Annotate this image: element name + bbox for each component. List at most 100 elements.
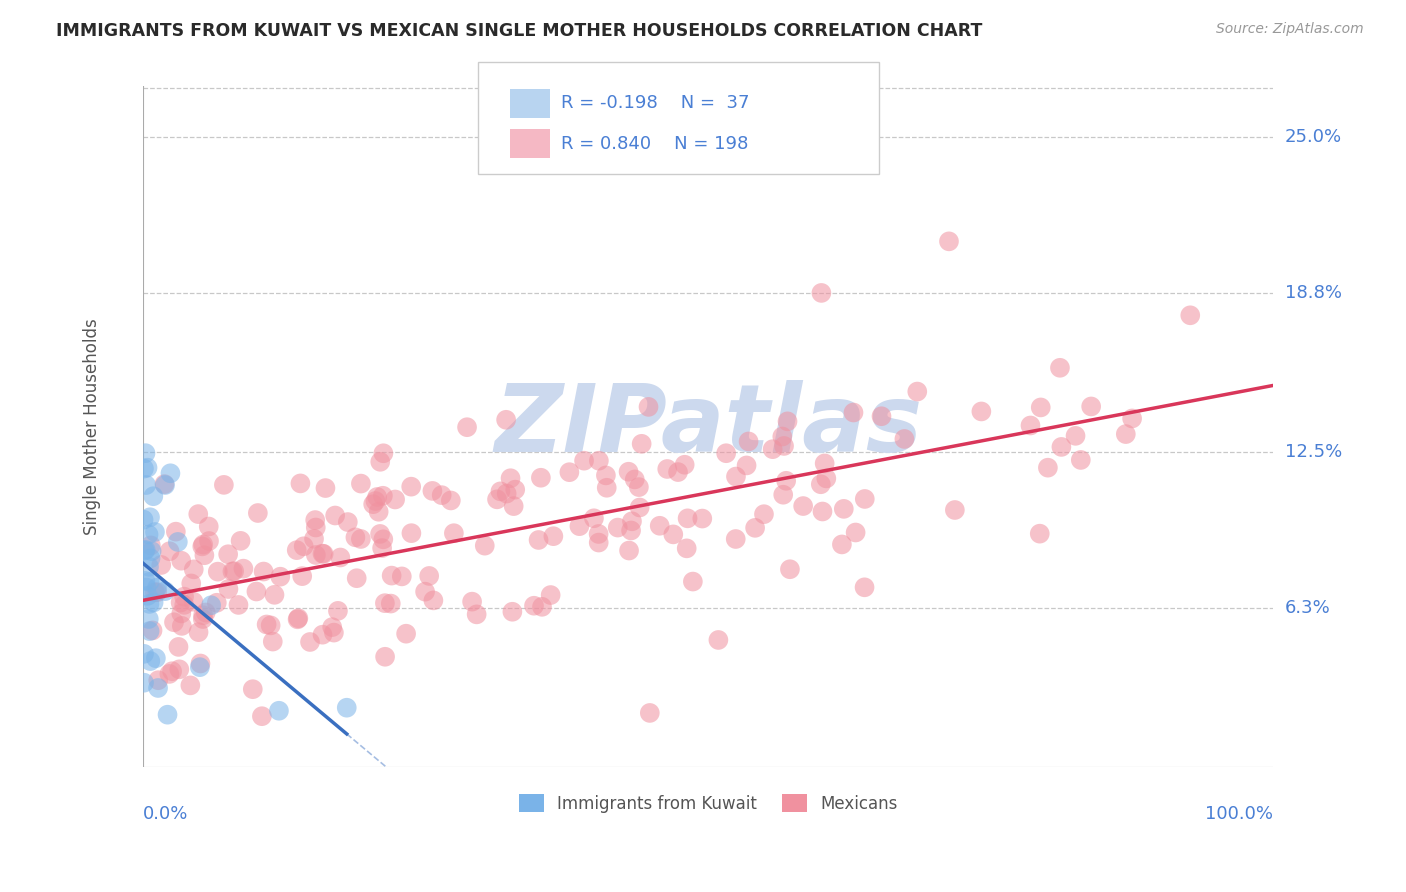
Point: [326, 604, 349, 618]
Point: [157, 667, 180, 681]
Point: [1049, 360, 1071, 375]
Point: [252, 565, 274, 579]
Point: [1064, 429, 1087, 443]
Point: [1180, 308, 1202, 322]
Point: [183, 595, 205, 609]
Point: [773, 439, 796, 453]
Point: [938, 235, 960, 249]
Point: [183, 562, 205, 576]
Text: 25.0%: 25.0%: [1285, 128, 1341, 145]
Point: [132, 647, 155, 661]
Point: [170, 607, 193, 621]
Point: [770, 429, 793, 443]
Point: [245, 584, 267, 599]
Point: [831, 537, 853, 551]
Point: [139, 538, 162, 552]
Text: 0.0%: 0.0%: [143, 805, 188, 823]
Point: [135, 581, 157, 595]
Point: [291, 569, 314, 583]
Point: [150, 558, 173, 572]
Point: [221, 565, 243, 579]
Point: [810, 285, 832, 300]
Point: [207, 565, 229, 579]
Point: [142, 489, 165, 503]
Point: [160, 664, 183, 678]
Point: [346, 571, 368, 585]
Point: [792, 499, 814, 513]
Point: [153, 477, 176, 491]
Point: [530, 471, 553, 485]
Point: [399, 480, 422, 494]
Point: [139, 551, 162, 566]
Point: [540, 588, 562, 602]
Point: [853, 580, 876, 594]
Point: [232, 561, 254, 575]
Point: [588, 527, 610, 541]
Point: [853, 491, 876, 506]
Point: [374, 596, 396, 610]
Text: 12.5%: 12.5%: [1285, 442, 1341, 460]
Point: [205, 596, 228, 610]
Point: [842, 405, 865, 419]
Point: [657, 462, 679, 476]
Point: [422, 483, 444, 498]
Point: [724, 532, 747, 546]
Point: [292, 539, 315, 553]
Point: [193, 538, 215, 552]
Point: [845, 525, 868, 540]
Point: [422, 593, 444, 607]
Point: [368, 527, 391, 541]
Point: [179, 678, 201, 692]
Point: [943, 503, 966, 517]
Point: [224, 564, 246, 578]
Point: [617, 465, 640, 479]
Point: [648, 518, 671, 533]
Point: [595, 468, 617, 483]
Point: [495, 413, 517, 427]
Point: [675, 541, 697, 556]
Point: [136, 460, 159, 475]
Point: [159, 544, 181, 558]
Point: [198, 534, 221, 549]
Point: [572, 453, 595, 467]
Point: [361, 497, 384, 511]
Point: [134, 543, 156, 558]
Point: [384, 492, 406, 507]
Text: 6.3%: 6.3%: [1285, 599, 1330, 617]
Point: [322, 625, 344, 640]
Point: [707, 632, 730, 647]
Point: [165, 524, 187, 539]
Point: [775, 474, 797, 488]
Point: [1080, 400, 1102, 414]
Point: [170, 619, 193, 633]
Point: [588, 453, 610, 467]
Point: [772, 488, 794, 502]
Point: [163, 615, 186, 630]
Point: [350, 476, 373, 491]
Point: [588, 535, 610, 549]
Point: [146, 581, 169, 595]
Point: [682, 574, 704, 589]
Point: [191, 608, 214, 623]
Point: [187, 507, 209, 521]
Point: [285, 543, 308, 558]
Point: [134, 446, 156, 460]
Point: [287, 611, 309, 625]
Point: [267, 704, 290, 718]
Point: [143, 585, 166, 599]
Point: [724, 469, 747, 483]
Point: [582, 511, 605, 525]
Point: [527, 533, 550, 547]
Point: [638, 706, 661, 720]
Point: [138, 559, 160, 574]
Point: [465, 607, 488, 622]
Point: [596, 481, 619, 495]
Point: [1019, 418, 1042, 433]
Point: [188, 660, 211, 674]
Point: [762, 442, 785, 457]
Point: [815, 471, 838, 485]
Point: [1050, 440, 1073, 454]
Point: [141, 624, 163, 638]
Point: [350, 532, 373, 546]
Point: [305, 520, 328, 534]
